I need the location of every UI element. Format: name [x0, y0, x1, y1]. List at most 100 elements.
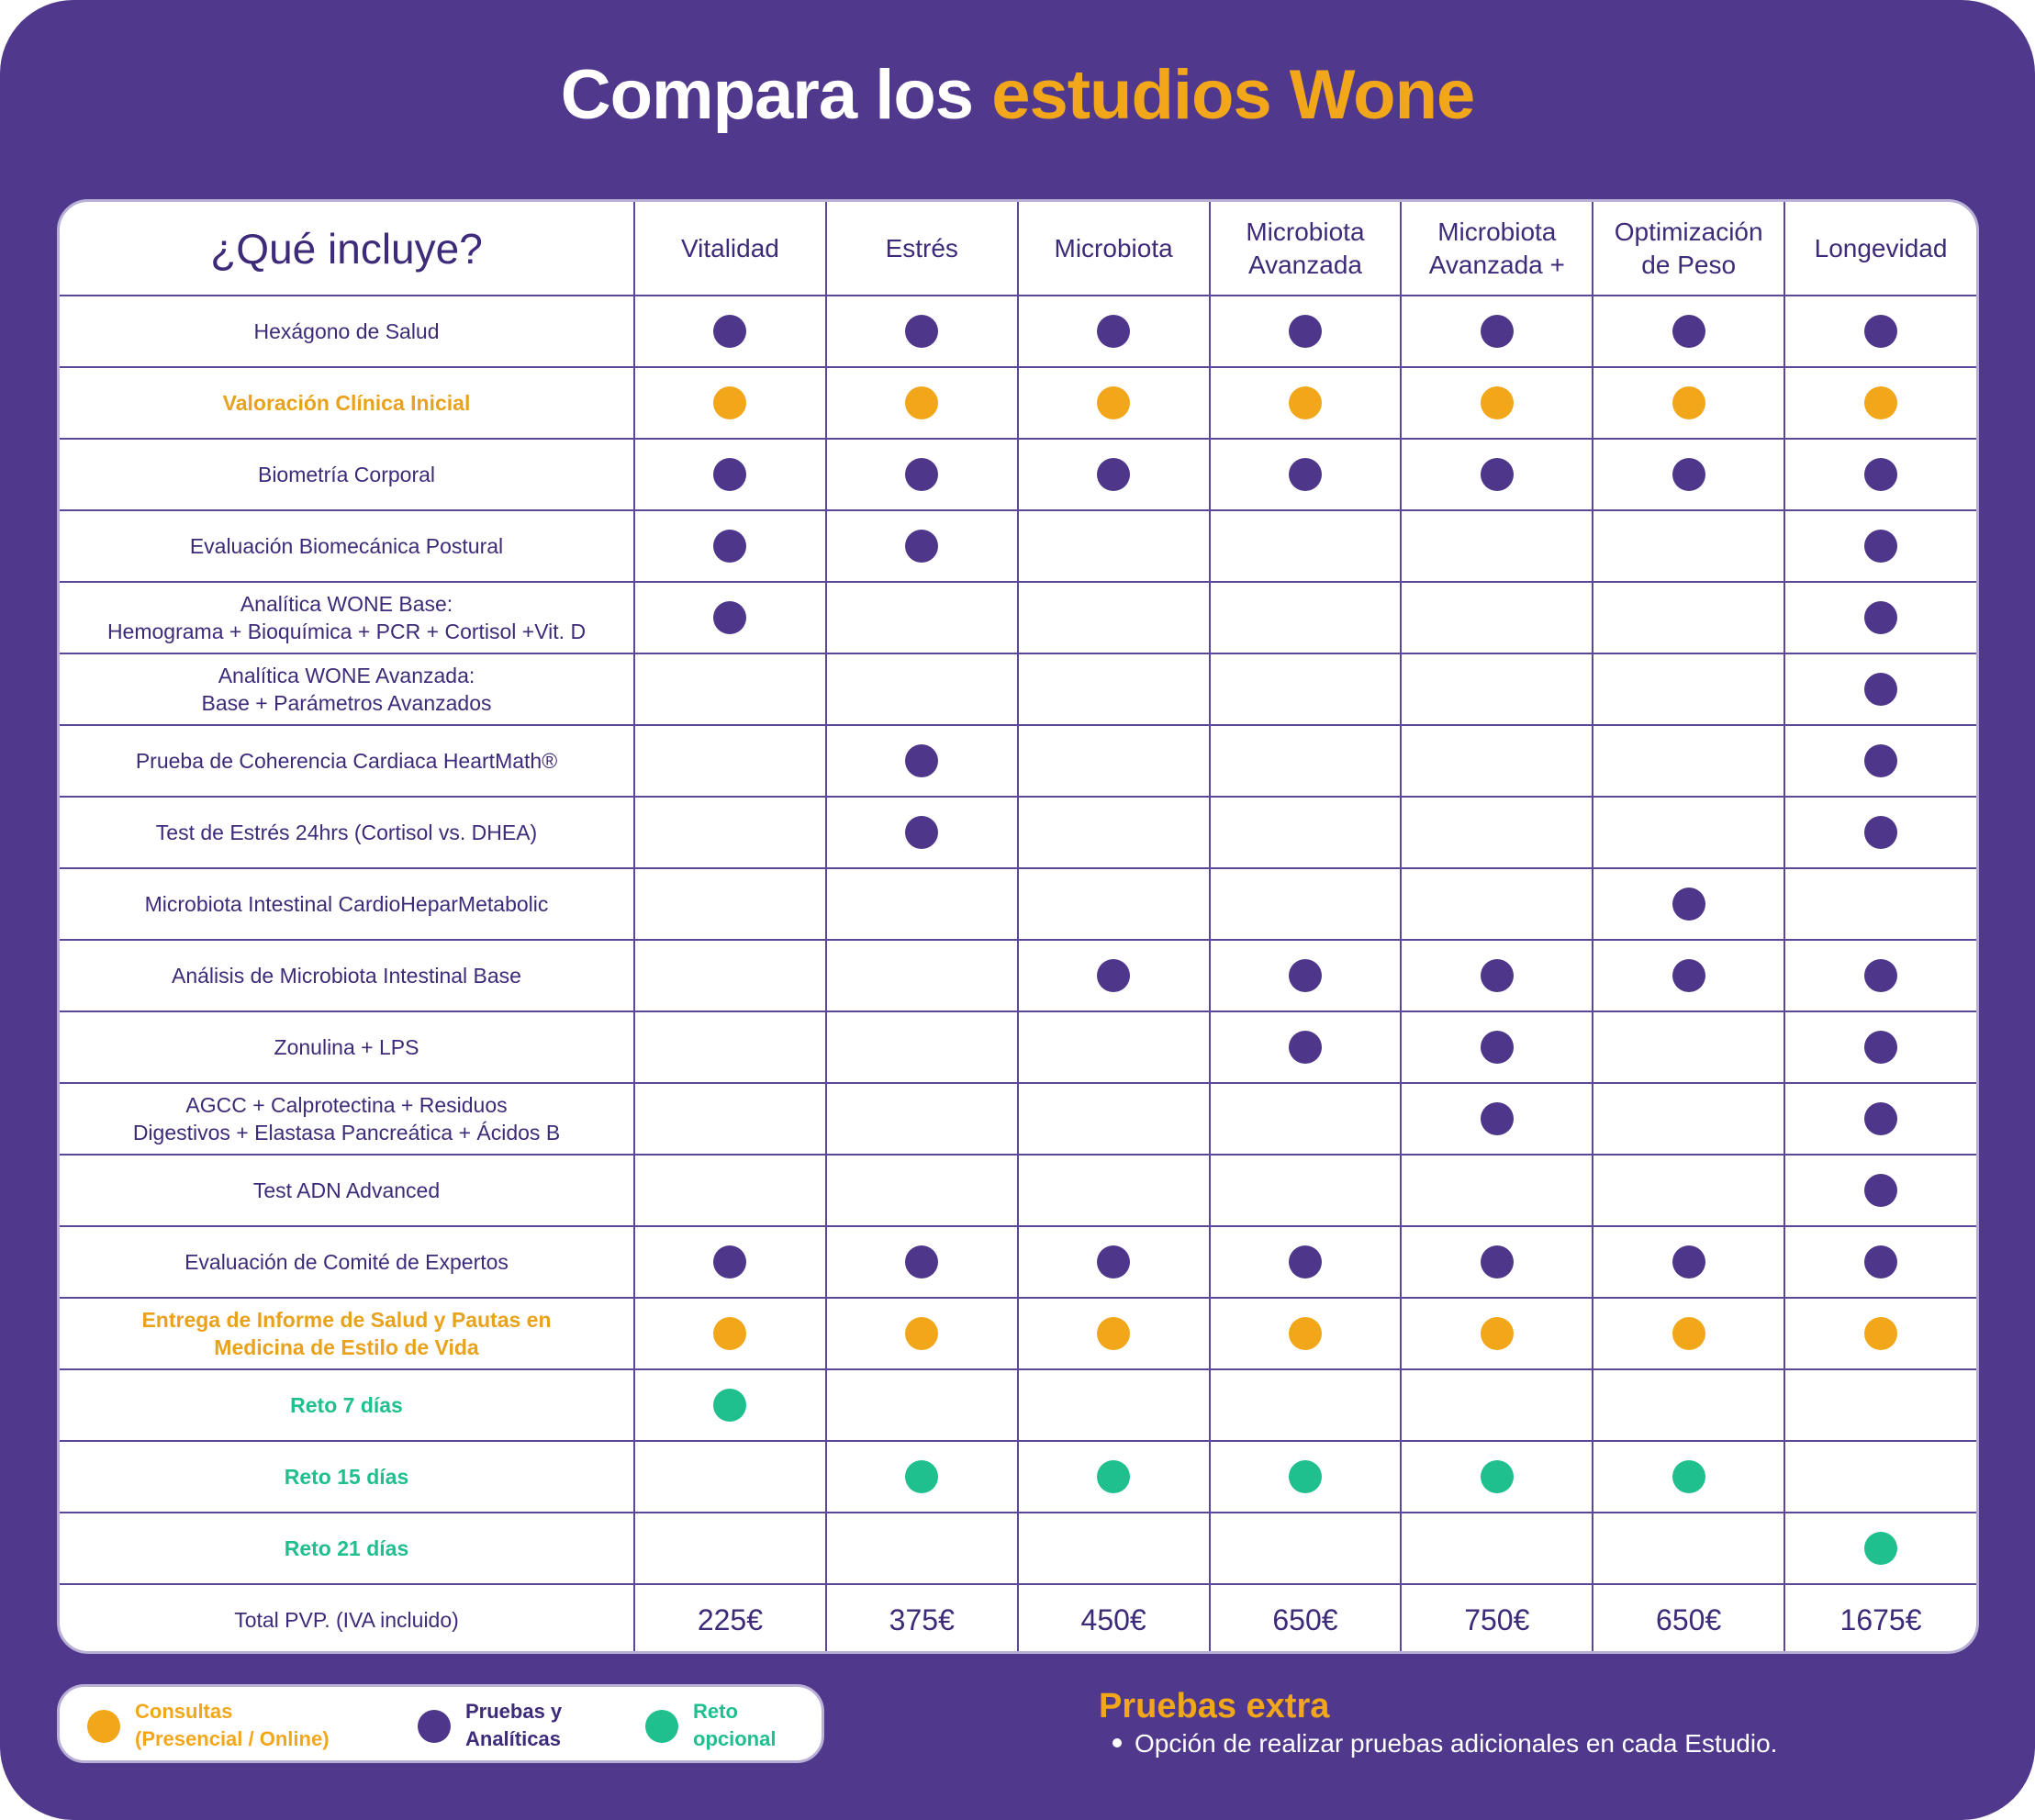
mark-cell	[1208, 1512, 1403, 1585]
table-row: Reto 15 días	[60, 1440, 1976, 1513]
purple-dot-icon	[1864, 816, 1898, 849]
mark-cell	[1592, 438, 1786, 511]
comparison-table-card: ¿Qué incluye? Vitalidad Estrés Microbiota M…	[57, 199, 1979, 1654]
green-dot-icon	[645, 1710, 678, 1743]
mark-cell	[633, 1154, 827, 1227]
mark-cell	[1016, 1010, 1211, 1084]
table-row: Test de Estrés 24hrs (Cortisol vs. DHEA)	[60, 796, 1976, 869]
mark-cell	[1016, 438, 1211, 511]
mark-cell	[1592, 867, 1786, 941]
purple-dot-icon	[1288, 959, 1322, 992]
column-header-line2: Avanzada +	[1428, 250, 1565, 279]
purple-dot-icon	[1864, 458, 1898, 491]
legend-consultas-line2: (Presencial / Online)	[135, 1727, 330, 1750]
mark-cell	[824, 581, 1019, 654]
mark-cell	[633, 295, 827, 368]
table-row: Test ADN Advanced	[60, 1154, 1976, 1227]
orange-dot-icon	[713, 1317, 747, 1350]
feature-label-line1: Analítica WONE Avanzada:	[218, 664, 475, 687]
mark-cell	[824, 509, 1019, 583]
legend-consultas-line1: Consultas	[135, 1700, 233, 1723]
feature-label-line1: Reto 7 días	[290, 1393, 403, 1417]
mark-cell	[1016, 1368, 1211, 1442]
mark-cell	[1783, 438, 1976, 511]
mark-cell	[633, 581, 827, 654]
mark-cell	[1016, 724, 1211, 798]
mark-cell	[1783, 1082, 1976, 1156]
column-header-2: Microbiota	[1016, 202, 1211, 296]
orange-dot-icon	[87, 1710, 120, 1743]
mark-cell	[1783, 939, 1976, 1012]
table-row: Zonulina + LPS	[60, 1010, 1976, 1084]
table-row: Reto 21 días	[60, 1512, 1976, 1585]
table-row: Biometría Corporal	[60, 438, 1976, 511]
mark-cell	[633, 867, 827, 941]
mark-cell	[1592, 1368, 1786, 1442]
mark-cell	[1016, 1225, 1211, 1299]
mark-cell	[1208, 509, 1403, 583]
purple-dot-icon	[713, 458, 747, 491]
mark-cell	[1400, 295, 1594, 368]
column-header-line1: Microbiota	[1437, 217, 1557, 246]
mark-cell	[1400, 1297, 1594, 1370]
feature-label-line2: Medicina de Estilo de Vida	[214, 1335, 479, 1359]
mark-cell	[824, 1225, 1019, 1299]
mark-cell	[1783, 1512, 1976, 1585]
mark-cell	[824, 653, 1019, 726]
mark-cell	[1016, 939, 1211, 1012]
mark-cell	[1783, 509, 1976, 583]
mark-cell	[1592, 1440, 1786, 1513]
purple-dot-icon	[1864, 1174, 1898, 1207]
feature-label-line1: Hexágono de Salud	[253, 319, 440, 343]
mark-cell	[1592, 1297, 1786, 1370]
column-header-line1: Estrés	[885, 233, 958, 262]
mark-cell	[1783, 1010, 1976, 1084]
column-header-line1: Vitalidad	[680, 233, 779, 262]
mark-cell	[1592, 509, 1786, 583]
mark-cell	[1208, 1368, 1403, 1442]
orange-dot-icon	[1097, 1317, 1131, 1350]
purple-dot-icon	[1480, 1102, 1514, 1135]
mark-cell	[1208, 939, 1403, 1012]
bullet-icon	[1113, 1737, 1122, 1747]
mark-cell	[633, 509, 827, 583]
feature-label-line1: Test ADN Advanced	[252, 1178, 441, 1202]
purple-dot-icon	[713, 601, 747, 634]
feature-label: Analítica WONE Base: Hemograma + Bioquími…	[60, 581, 635, 654]
title-part1: Compara los	[560, 56, 992, 134]
feature-label: Evaluación Biomecánica Postural	[60, 509, 635, 583]
mark-cell	[633, 653, 827, 726]
mark-cell	[1400, 796, 1594, 869]
mark-cell	[633, 1440, 827, 1513]
mark-cell	[1783, 1225, 1976, 1299]
feature-label-line1: Test de Estrés 24hrs (Cortisol vs. DHEA)	[155, 821, 538, 844]
feature-label-line1: Análisis de Microbiota Intestinal Base	[172, 964, 521, 988]
mark-cell	[1592, 1010, 1786, 1084]
feature-label-line2: Hemograma + Bioquímica + PCR + Cortisol …	[106, 620, 587, 643]
feature-label: Hexágono de Salud	[60, 295, 635, 368]
feature-label: Evaluación de Comité de Expertos	[60, 1225, 635, 1299]
mark-cell	[1208, 295, 1403, 368]
purple-dot-icon	[905, 1245, 939, 1278]
feature-label-line1: Evaluación Biomecánica Postural	[189, 534, 504, 558]
mark-cell	[1592, 1225, 1786, 1299]
mark-cell	[633, 796, 827, 869]
mark-cell	[1208, 1440, 1403, 1513]
mark-cell	[1783, 653, 1976, 726]
purple-dot-icon	[1288, 1031, 1322, 1064]
feature-label-line1: Reto 15 días	[284, 1465, 409, 1489]
column-header-0: Vitalidad	[633, 202, 827, 296]
orange-dot-icon	[713, 386, 747, 419]
price-cell: 650€	[1592, 1583, 1786, 1651]
legend-reto-label: Reto opcional	[693, 1698, 904, 1753]
purple-dot-icon	[1288, 1245, 1322, 1278]
extra-item: Opción de realizar pruebas adicionales e…	[1113, 1729, 1777, 1759]
mark-cell	[1400, 653, 1594, 726]
purple-dot-icon	[905, 816, 939, 849]
orange-dot-icon	[1288, 386, 1322, 419]
legend: Consultas (Presencial / Online) Pruebas y…	[57, 1684, 824, 1763]
feature-label-line2: Digestivos + Elastasa Pancreática + Ácid…	[132, 1121, 561, 1144]
legend-pruebas-line2: Analíticas	[465, 1727, 561, 1750]
mark-cell	[633, 1297, 827, 1370]
comparison-table: ¿Qué incluye? Vitalidad Estrés Microbiota M…	[60, 202, 1976, 1651]
